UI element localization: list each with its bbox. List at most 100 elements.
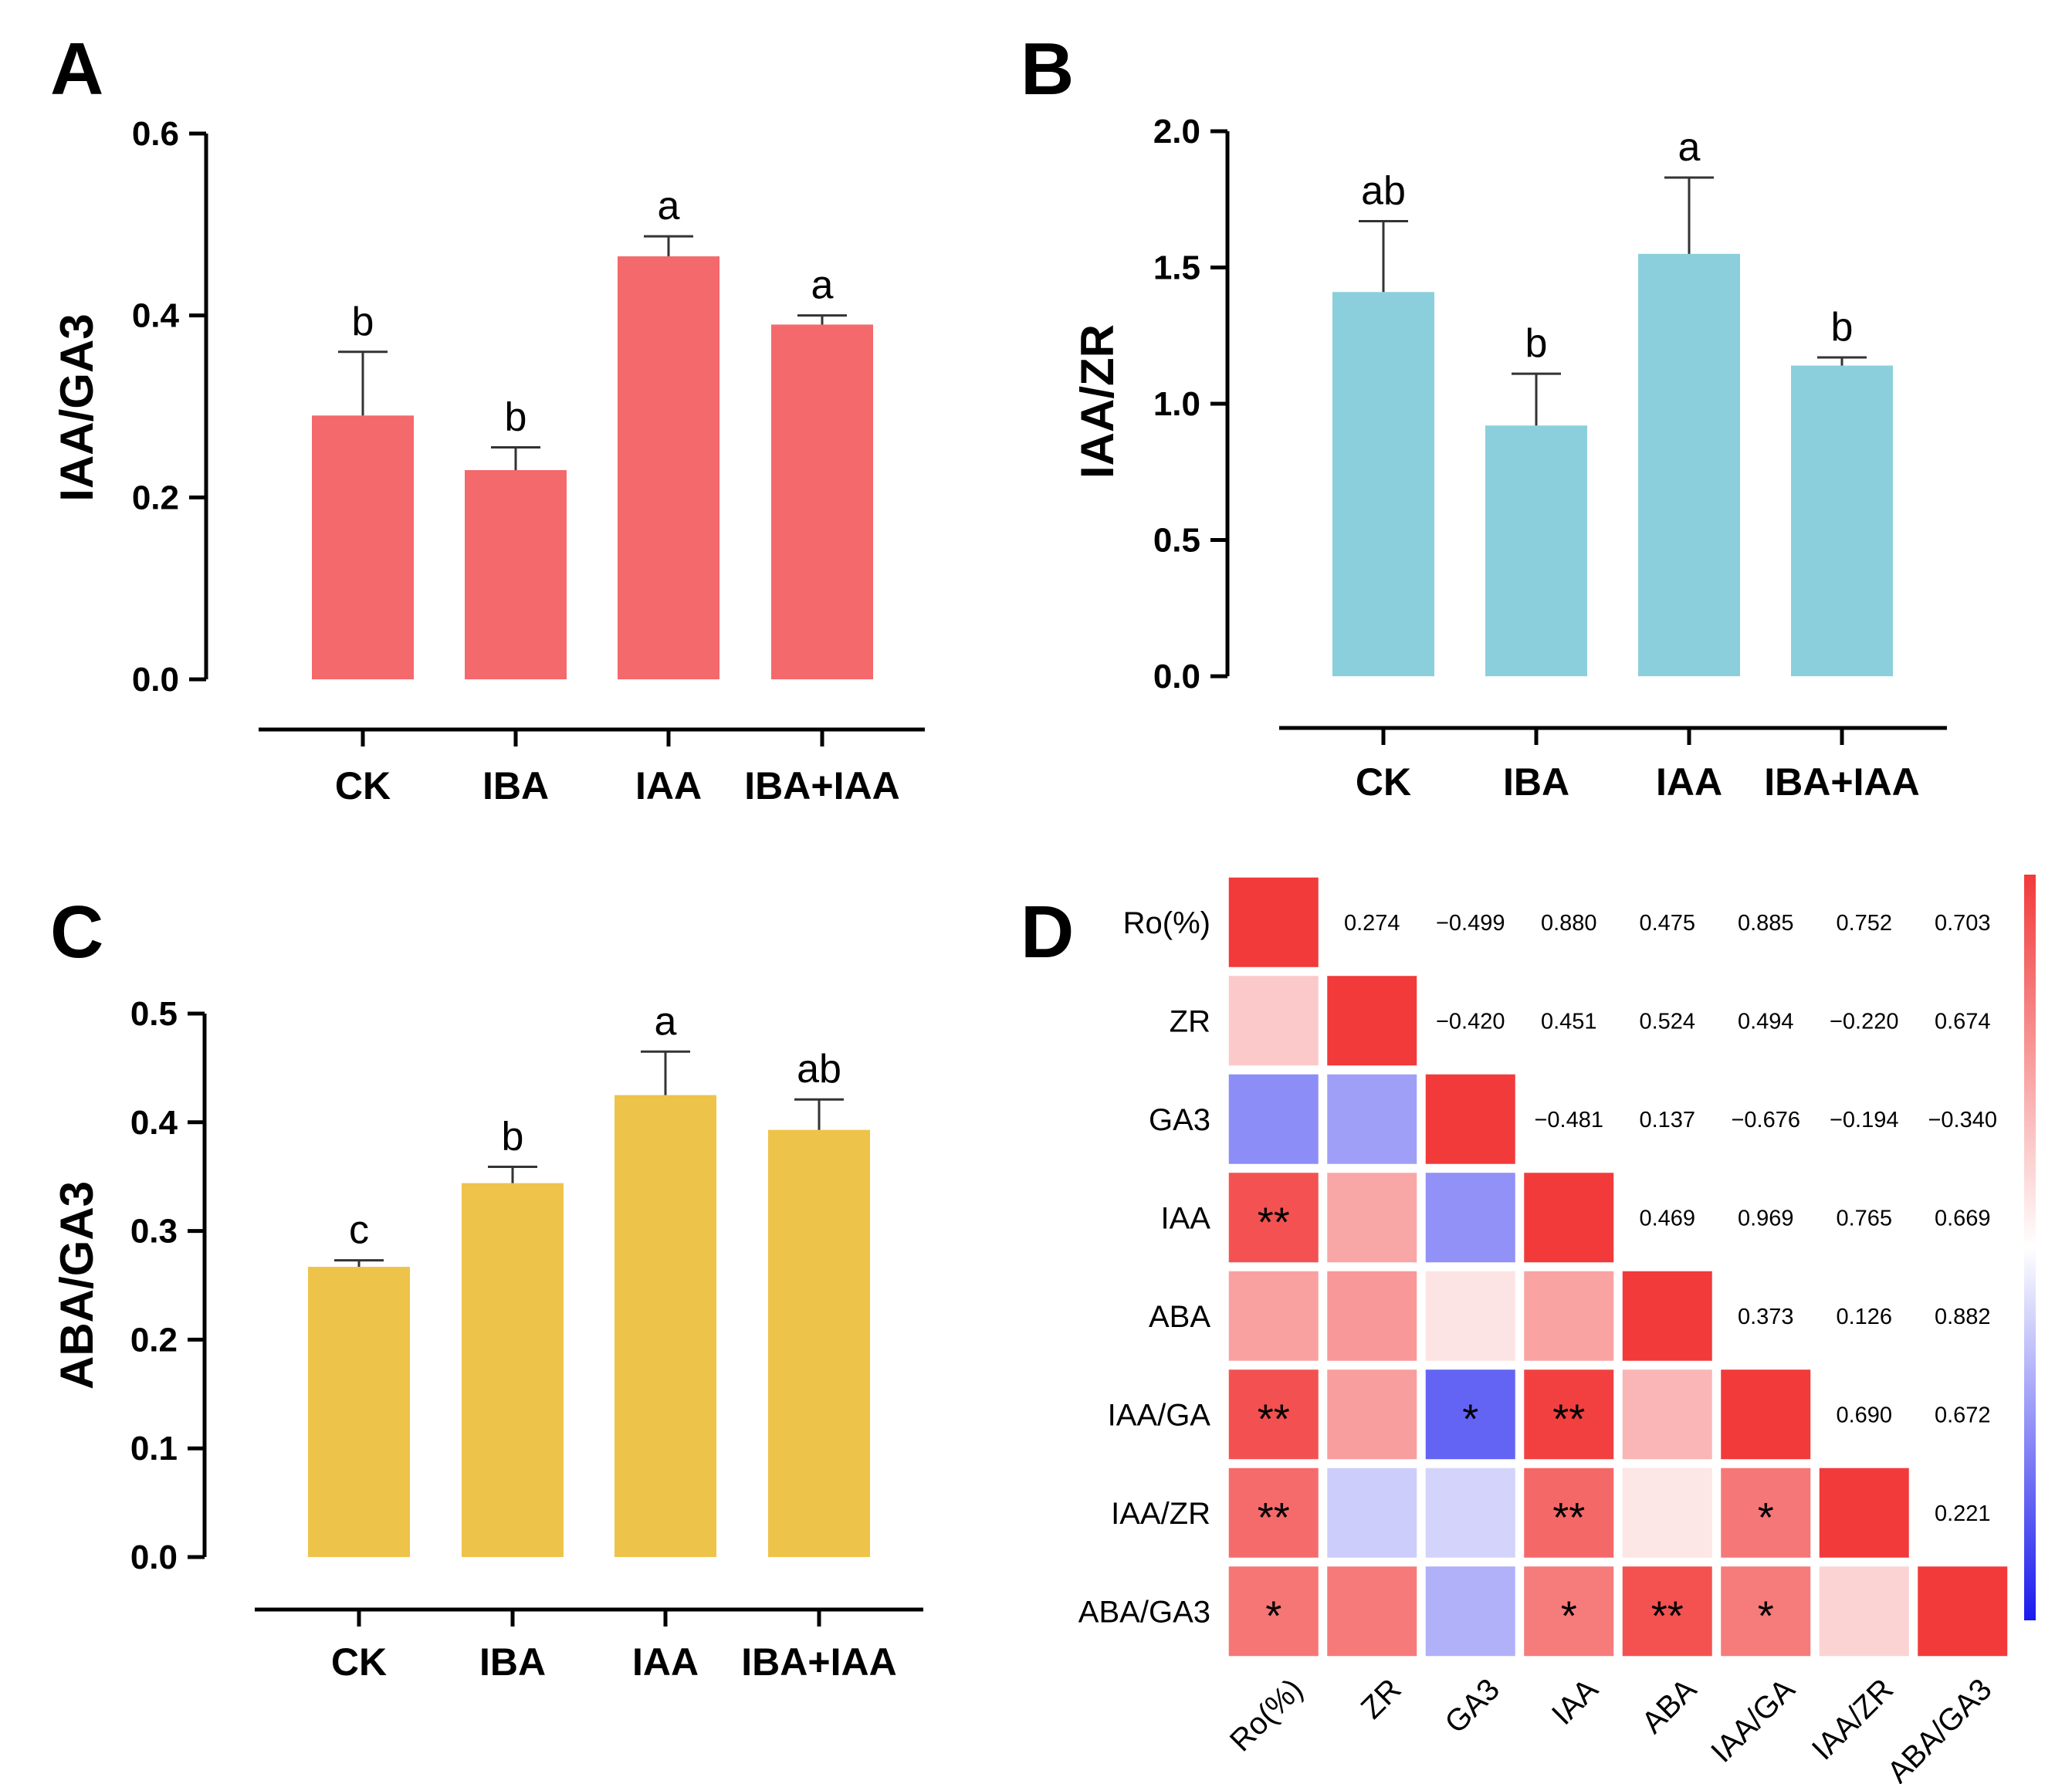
panel-letter-d: D [1021, 891, 1074, 973]
heatmap-column-label: ZR [1355, 1672, 1408, 1725]
heatmap-cell [1327, 1467, 1417, 1558]
significance-letter: b [352, 300, 374, 344]
significance-letter: a [811, 263, 834, 308]
correlation-value: 0.475 [1639, 911, 1695, 936]
heatmap-cell [1327, 1271, 1417, 1361]
correlation-value: 0.137 [1639, 1108, 1695, 1132]
correlation-value: 0.669 [1935, 1206, 1991, 1231]
heatmap-cell [1228, 1173, 1319, 1263]
heatmap-cell [1228, 1467, 1319, 1558]
heatmap-cell [1327, 1369, 1417, 1460]
y-tick-label: 0.5 [130, 995, 178, 1033]
heatmap-column-label: GA3 [1438, 1672, 1506, 1740]
y-tick-label: 0.0 [132, 661, 179, 699]
y-tick-label: 0.4 [132, 297, 180, 335]
heatmap-cell [1327, 976, 1417, 1066]
correlation-value: −0.676 [1731, 1108, 1800, 1132]
y-tick-label: 0.2 [132, 479, 179, 516]
significance-letter: a [1678, 125, 1701, 170]
significance-letter: b [502, 1115, 524, 1159]
correlation-value: 0.885 [1738, 911, 1794, 936]
panel-b-bar-chart: IAA/ZR 0.0 0.5 1.0 1.5 2.0 ab CK b IBA a IAA b IBA+I… [1072, 113, 1947, 804]
y-tick-label: 0.5 [1153, 522, 1200, 560]
correlation-value: 0.882 [1935, 1305, 1991, 1329]
significance-stars: * [1462, 1396, 1478, 1442]
heatmap-cell [1918, 1566, 2008, 1657]
heatmap-column-label: IAA/GA [1705, 1672, 1802, 1769]
correlation-value: 0.126 [1836, 1305, 1892, 1329]
y-tick-label: 0.4 [130, 1104, 178, 1142]
heatmap-row-label: GA3 [1149, 1103, 1210, 1137]
correlation-value: −0.220 [1830, 1009, 1899, 1034]
heatmap-cell [1228, 1566, 1319, 1657]
x-category-label: IBA [482, 764, 549, 807]
correlation-value: 0.672 [1935, 1403, 1991, 1427]
heatmap-cell [1425, 1467, 1515, 1558]
bar-iba-plus-iaa [1791, 365, 1893, 676]
panel-c-bar-chart: ABA/GA3 0.0 0.1 0.2 0.3 0.4 0.5 c CK b IBA a IAA ab I… [51, 995, 923, 1684]
significance-letter: b [1525, 321, 1548, 366]
heatmap-column-label: IAA [1546, 1672, 1605, 1732]
correlation-value: −0.499 [1436, 911, 1505, 936]
heatmap-cell [1721, 1566, 1811, 1657]
heatmap-row-label: IAA/ZR [1111, 1497, 1210, 1531]
significance-stars: ** [1258, 1495, 1290, 1541]
correlation-value: 0.221 [1935, 1501, 1991, 1526]
heatmap-cell [1327, 1566, 1417, 1657]
x-category-label: IAA [635, 764, 702, 807]
x-category-label: IAA [1656, 760, 1722, 804]
heatmap-cell [1327, 1074, 1417, 1164]
bar-iaa [618, 256, 719, 679]
significance-letter: a [658, 184, 680, 229]
panel-letter-a: A [50, 28, 103, 110]
heatmap-row-label: ZR [1170, 1004, 1210, 1038]
panel-b-y-axis-label: IAA/ZR [1072, 324, 1123, 479]
x-category-label: IBA [1503, 760, 1569, 804]
significance-letter: b [1831, 305, 1854, 350]
heatmap-cell [1819, 1467, 1909, 1558]
heatmap-cell [1524, 1173, 1614, 1263]
bar-iaa [614, 1095, 716, 1557]
y-tick-label: 0.2 [130, 1321, 178, 1359]
x-category-label: CK [1356, 760, 1411, 804]
x-category-label: IBA [479, 1640, 546, 1684]
heatmap-cell [1622, 1467, 1712, 1558]
bar-iba [1485, 425, 1587, 676]
x-category-label: IBA+IAA [744, 764, 899, 807]
panel-d-correlation-heatmap: Ro(%) 0.274 −0.499 0.880 0.475 0.885 0.752 0.70… [1078, 875, 2036, 1784]
correlation-value: 0.703 [1935, 911, 1991, 936]
bar-iba [465, 469, 567, 679]
y-tick-label: 1.0 [1153, 385, 1200, 423]
significance-stars: * [1265, 1593, 1281, 1639]
correlation-value: 0.469 [1639, 1206, 1695, 1231]
significance-letter: ab [797, 1047, 841, 1092]
correlation-value: 0.674 [1935, 1009, 1991, 1034]
bar-iba-plus-iaa [771, 324, 873, 679]
panel-c-y-axis-label: ABA/GA3 [51, 1181, 103, 1390]
x-category-label: IBA+IAA [741, 1640, 896, 1684]
y-tick-label: 2.0 [1153, 113, 1200, 151]
heatmap-row-label: Ro(%) [1123, 906, 1210, 940]
heatmap-cell [1425, 1271, 1515, 1361]
correlation-value: 0.274 [1344, 911, 1400, 936]
heatmap-cell [1622, 1566, 1712, 1657]
heatmap-cell [1524, 1271, 1614, 1361]
x-category-label: IAA [632, 1640, 699, 1684]
heatmap-cell [1425, 1173, 1515, 1263]
heatmap-cell [1622, 1369, 1712, 1460]
heatmap-row-label: ABA [1149, 1300, 1210, 1334]
correlation-value: 0.765 [1836, 1206, 1892, 1231]
bar-iba [462, 1183, 564, 1557]
heatmap-column-label: IAA/ZR [1806, 1672, 1900, 1766]
bar-ck [308, 1267, 410, 1557]
significance-stars: ** [1258, 1199, 1290, 1245]
heatmap-cell [1622, 1271, 1712, 1361]
correlation-value: 0.969 [1738, 1206, 1794, 1231]
heatmap-row-label: IAA/GA [1108, 1398, 1211, 1432]
significance-stars: * [1758, 1495, 1774, 1541]
correlation-value: −0.481 [1534, 1108, 1603, 1132]
significance-stars: * [1561, 1593, 1577, 1639]
heatmap-cell [1228, 1271, 1319, 1361]
y-tick-label: 0.1 [130, 1430, 178, 1467]
y-tick-label: 0.0 [130, 1539, 178, 1576]
